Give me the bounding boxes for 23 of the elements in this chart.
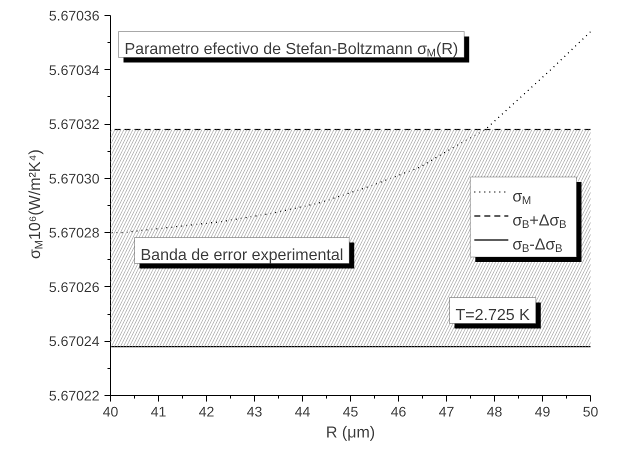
y-tick-label: 5.67032 [48, 116, 100, 132]
x-tick-label: 43 [246, 404, 262, 420]
y-tick-label: 5.67036 [48, 8, 100, 24]
x-tick-label: 41 [150, 404, 166, 420]
x-tick-label: 42 [198, 404, 214, 420]
x-tick-label: 47 [438, 404, 454, 420]
x-tick-label: 45 [342, 404, 358, 420]
x-tick-label: 40 [102, 404, 118, 420]
y-tick-label: 5.67028 [48, 224, 100, 241]
y-tick-label: 5.67030 [48, 170, 100, 186]
y-axis-title: σM10⁶(W/m²K⁴) [27, 149, 46, 259]
x-tick-label: 50 [582, 404, 598, 420]
y-tick-label: 5.67024 [48, 333, 100, 350]
x-tick-label: 49 [534, 404, 550, 420]
y-tick-label: 5.67026 [48, 278, 100, 295]
x-tick-label: 48 [486, 404, 502, 420]
x-axis-title: R (μm) [326, 424, 376, 442]
x-tick-label: 46 [390, 404, 406, 420]
x-tick-label: 44 [294, 404, 310, 420]
annotation: T=2.725 K [456, 307, 530, 324]
band-label: Banda de error experimental [140, 247, 344, 264]
y-tick-label: 5.67034 [48, 62, 100, 78]
y-tick-label: 5.67022 [48, 388, 100, 404]
